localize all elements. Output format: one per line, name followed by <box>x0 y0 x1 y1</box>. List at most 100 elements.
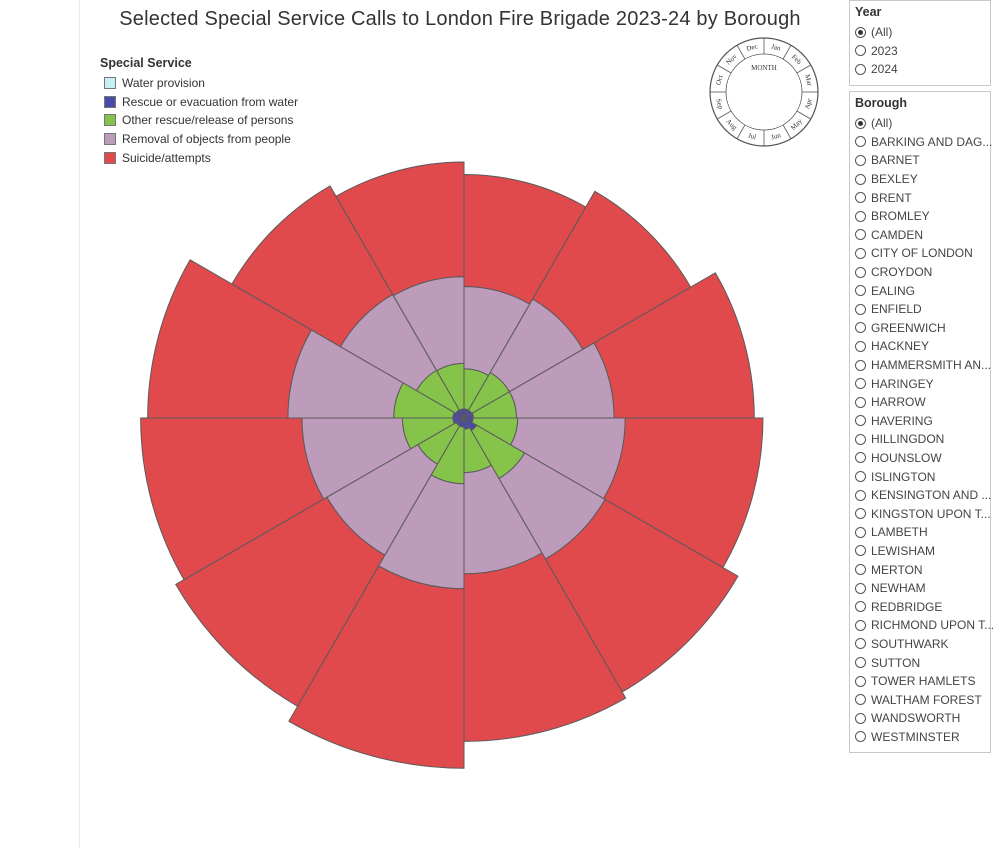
radio-button-icon[interactable] <box>855 452 866 464</box>
borough-option[interactable]: CAMDEN <box>855 226 990 245</box>
borough-option-label: SOUTHWARK <box>871 636 949 651</box>
radio-button-icon[interactable] <box>855 63 866 75</box>
radio-button-icon[interactable] <box>855 675 866 687</box>
radio-button-icon[interactable] <box>855 359 866 371</box>
radio-button-icon[interactable] <box>855 266 866 278</box>
radio-button-icon[interactable] <box>855 173 866 185</box>
year-option[interactable]: 2023 <box>855 42 990 61</box>
borough-option-label: KENSINGTON AND ... <box>871 488 992 503</box>
borough-option[interactable]: BARNET <box>855 151 990 170</box>
borough-option[interactable]: HARROW <box>855 393 990 412</box>
borough-option[interactable]: SOUTHWARK <box>855 635 990 654</box>
borough-option[interactable]: GREENWICH <box>855 319 990 338</box>
borough-option[interactable]: REDBRIDGE <box>855 597 990 616</box>
borough-option[interactable]: WALTHAM FOREST <box>855 690 990 709</box>
borough-option[interactable]: BEXLEY <box>855 170 990 189</box>
borough-option-label: GREENWICH <box>871 320 946 335</box>
borough-option[interactable]: KENSINGTON AND ... <box>855 486 992 505</box>
wedge-nov[interactable] <box>231 185 394 348</box>
year-filter: Year (All) 2023 2024 <box>849 0 991 86</box>
radio-button-icon[interactable] <box>855 508 866 520</box>
radio-button-icon[interactable] <box>855 526 866 538</box>
wedge-aug[interactable] <box>175 496 386 707</box>
borough-option[interactable]: WANDSWORTH <box>855 709 990 728</box>
borough-option[interactable]: NEWHAM <box>855 579 990 598</box>
radio-button-icon[interactable] <box>855 564 866 576</box>
borough-option[interactable]: RICHMOND UPON T... <box>855 616 994 635</box>
borough-option[interactable]: EALING <box>855 281 990 300</box>
radio-button-icon[interactable] <box>855 26 866 38</box>
borough-option[interactable]: HOUNSLOW <box>855 449 990 468</box>
year-option[interactable]: 2024 <box>855 60 990 79</box>
radio-button-icon[interactable] <box>855 229 866 241</box>
legend-item-removal-of-objects[interactable]: Removal of objects from people <box>100 130 298 149</box>
radio-button-icon[interactable] <box>855 433 866 445</box>
borough-option[interactable]: KINGSTON UPON T... <box>855 504 991 523</box>
legend-item-rescue-from-water[interactable]: Rescue or evacuation from water <box>100 93 298 112</box>
legend-item-other-rescue[interactable]: Other rescue/release of persons <box>100 111 298 130</box>
borough-option[interactable]: TOWER HAMLETS <box>855 672 990 691</box>
radio-button-icon[interactable] <box>855 731 866 743</box>
year-filter-title: Year <box>855 5 882 19</box>
radio-button-icon[interactable] <box>855 601 866 613</box>
radio-button-icon[interactable] <box>855 638 866 650</box>
month-key-label: Feb <box>790 53 803 66</box>
borough-option-label: CITY OF LONDON <box>871 246 973 261</box>
borough-option[interactable]: ISLINGTON <box>855 467 990 486</box>
borough-option[interactable]: ENFIELD <box>855 300 990 319</box>
borough-option[interactable]: LEWISHAM <box>855 542 990 561</box>
legend-swatch <box>104 151 116 164</box>
borough-option[interactable]: CITY OF LONDON <box>855 244 990 263</box>
radio-button-icon[interactable] <box>855 285 866 297</box>
legend-item-suicide-attempts[interactable]: Suicide/attempts <box>100 148 298 167</box>
radio-button-icon[interactable] <box>855 340 866 352</box>
borough-option-label: WALTHAM FOREST <box>871 692 982 707</box>
borough-option-label: TOWER HAMLETS <box>871 674 976 689</box>
borough-option-label: LAMBETH <box>871 525 928 540</box>
borough-option[interactable]: WESTMINSTER <box>855 728 990 747</box>
year-option[interactable]: (All) <box>855 23 990 42</box>
borough-option[interactable]: SUTTON <box>855 653 990 672</box>
month-key-tick <box>717 110 732 120</box>
radio-button-icon[interactable] <box>855 247 866 259</box>
radio-button-icon[interactable] <box>855 322 866 334</box>
borough-option[interactable]: LAMBETH <box>855 523 990 542</box>
radio-button-icon[interactable] <box>855 415 866 427</box>
borough-option[interactable]: CROYDON <box>855 263 990 282</box>
radio-button-icon[interactable] <box>855 489 866 501</box>
radio-button-icon[interactable] <box>855 657 866 669</box>
radio-button-icon[interactable] <box>855 192 866 204</box>
wedge-oct[interactable] <box>147 259 313 419</box>
borough-option[interactable]: MERTON <box>855 560 990 579</box>
radio-button-icon[interactable] <box>855 471 866 483</box>
year-option-label: 2024 <box>871 62 898 77</box>
radio-button-icon[interactable] <box>855 45 866 57</box>
borough-option[interactable]: BROMLEY <box>855 207 990 226</box>
radio-button-icon[interactable] <box>855 582 866 594</box>
borough-option[interactable]: BRENT <box>855 188 990 207</box>
borough-option[interactable]: HACKNEY <box>855 337 990 356</box>
borough-option[interactable]: HAMMERSMITH AN... <box>855 356 991 375</box>
borough-option[interactable]: BARKING AND DAG... <box>855 133 992 152</box>
wedge-jul[interactable] <box>288 565 465 769</box>
borough-option-label: HACKNEY <box>871 339 930 354</box>
radio-button-icon[interactable] <box>855 396 866 408</box>
radio-button-icon[interactable] <box>855 210 866 222</box>
borough-option[interactable]: HILLINGDON <box>855 430 990 449</box>
legend-item-water-provision[interactable]: Water provision <box>100 74 298 93</box>
radio-button-icon[interactable] <box>855 712 866 724</box>
radio-button-icon[interactable] <box>855 545 866 557</box>
radio-button-icon[interactable] <box>855 619 866 631</box>
radio-button-icon[interactable] <box>855 694 866 706</box>
radio-button-icon[interactable] <box>855 378 866 390</box>
borough-option[interactable]: (All) <box>855 114 990 133</box>
wedge-dec[interactable] <box>335 161 465 297</box>
radio-button-icon[interactable] <box>855 136 866 148</box>
wedge-sep[interactable] <box>140 417 325 581</box>
borough-option[interactable]: HAVERING <box>855 412 990 431</box>
radio-button-icon[interactable] <box>855 154 866 166</box>
radio-button-icon[interactable] <box>855 303 866 315</box>
borough-option[interactable]: HARINGEY <box>855 374 990 393</box>
borough-option-label: HARROW <box>871 395 926 410</box>
radio-button-icon[interactable] <box>855 117 866 129</box>
